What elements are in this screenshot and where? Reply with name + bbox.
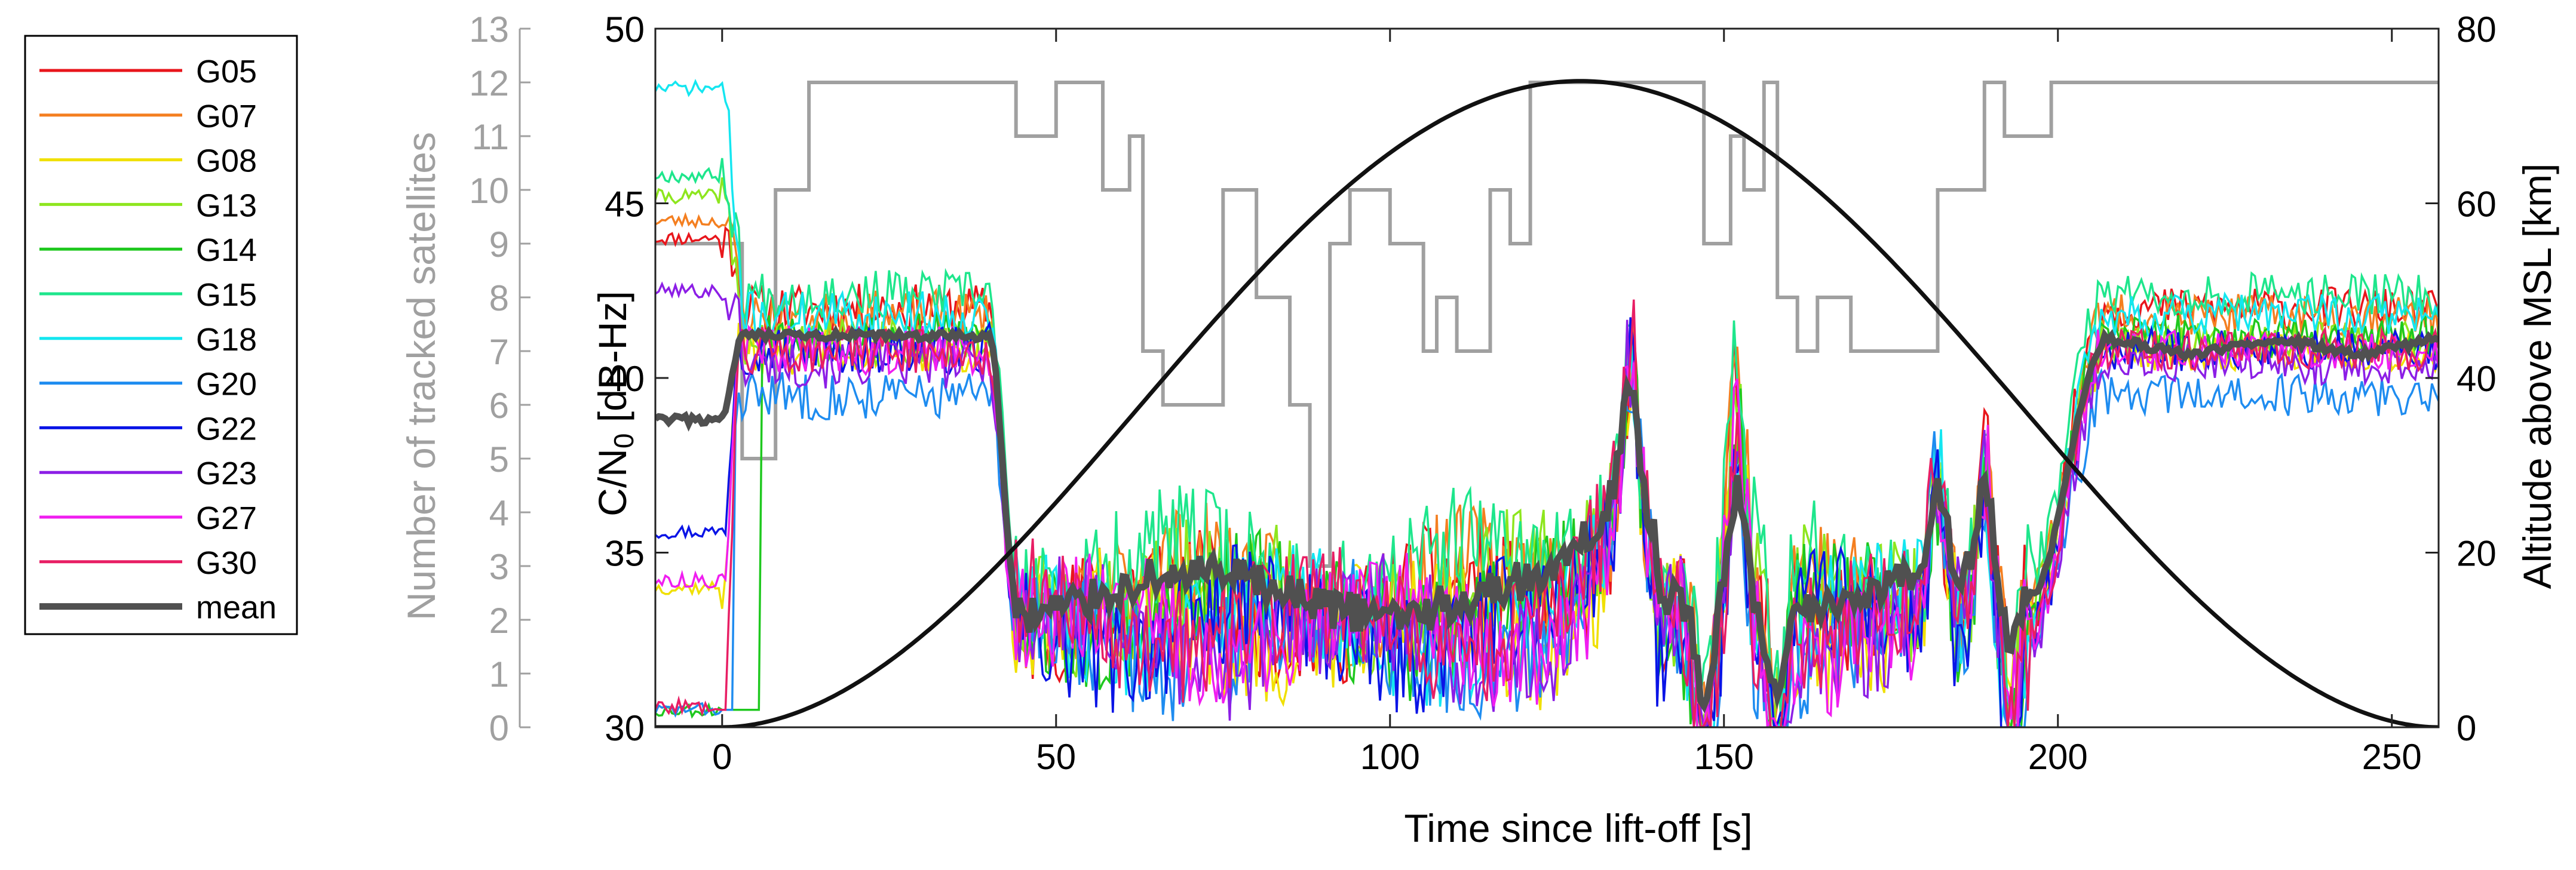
legend-item-g23: G23 [39,456,257,491]
satellites-tick-label: 2 [489,601,509,641]
legend-item-g14: G14 [39,232,257,268]
satellites-tick-label: 6 [489,386,509,426]
x-axis-title: Time since lift-off [s] [1404,806,1752,850]
altitude-tick-label: 80 [2457,10,2497,50]
legend-label: G27 [196,500,257,536]
legend-item-g08: G08 [39,143,257,179]
cn0-axis-title: C/N0 [dB-Hz] [590,291,639,517]
plot-area [655,78,2439,727]
legend-item-g13: G13 [39,187,257,223]
legend-item-g22: G22 [39,411,257,447]
altitude-tick-label: 20 [2457,534,2497,574]
legend-label: G05 [196,54,257,90]
legend-item-g15: G15 [39,277,257,313]
legend-label: G22 [196,411,257,447]
satellites-tick-label: 7 [489,332,509,372]
cn0-axis-title-main: C/N [590,448,634,517]
cn0-axis-title-unit: [dB-Hz] [590,291,634,433]
cn0-tick-label: 50 [605,10,645,50]
series-line-mean [655,325,2439,714]
altitude-axis: 0 20 40 60 80 [2425,10,2497,748]
legend-item-g27: G27 [39,500,257,536]
legend-label: G13 [196,187,257,223]
legend-item-mean: mean [39,590,277,626]
legend-label: G08 [196,143,257,179]
x-tick-label: 50 [1036,737,1076,777]
legend-label: G15 [196,277,257,313]
legend: G05 G07 G08 G13 G14 G15 G18 G20 G22 G23 G27 G30 mean [24,35,298,635]
legend-item-g07: G07 [39,99,257,134]
cn0-tick-label: 30 [605,708,645,748]
legend-label: G20 [196,367,257,402]
altitude-tick-label: 0 [2457,708,2476,748]
x-axis: 0 50 100 150 200 250 [712,29,2422,777]
x-tick-label: 250 [2362,737,2422,777]
satellites-axis-title: Number of tracked satellites [399,132,443,620]
satellites-tick-label: 8 [489,278,509,318]
legend-item-g05: G05 [39,54,257,90]
satellites-tick-label: 3 [489,547,509,587]
satellites-tick-label: 12 [469,63,509,103]
tracked-satellites-line [655,81,2439,568]
satellites-tick-label: 5 [489,439,509,479]
altitude-axis-title: Altitude above MSL [km] [2515,164,2559,589]
x-tick-label: 200 [2028,737,2088,777]
legend-label: mean [196,590,277,626]
legend-label: G07 [196,99,257,134]
legend-box [24,35,298,635]
satellites-tick-label: 9 [489,225,509,265]
legend-item-g18: G18 [39,322,257,358]
altitude-line [655,79,2439,727]
legend-label: G18 [196,322,257,358]
satellites-tick-label: 13 [469,10,509,50]
legend-label: G30 [196,545,257,581]
cn0-tick-label: 45 [605,185,645,225]
satellites-tick-label: 11 [472,117,509,157]
satellites-tick-label: 4 [489,493,509,533]
x-tick-label: 150 [1694,737,1754,777]
cn0-tick-label: 35 [605,534,645,574]
legend-item-g30: G30 [39,545,257,581]
satellites-tick-label: 10 [469,171,509,211]
altitude-tick-label: 60 [2457,185,2497,225]
altitude-tick-label: 40 [2457,359,2497,399]
legend-label: G23 [196,456,257,491]
series-line-g15 [655,158,2439,715]
satellites-tick-label: 0 [489,708,509,748]
cn0-axis: 30 35 40 45 50 [605,10,668,748]
x-tick-label: 100 [1360,737,1420,777]
legend-item-g20: G20 [39,367,257,402]
legend-label: G14 [196,232,257,268]
cn0-tick-label: 40 [605,359,645,399]
cn0-axis-title-subscript: 0 [608,434,639,449]
satellites-tick-label: 1 [489,654,509,694]
x-tick-label: 0 [712,737,732,777]
